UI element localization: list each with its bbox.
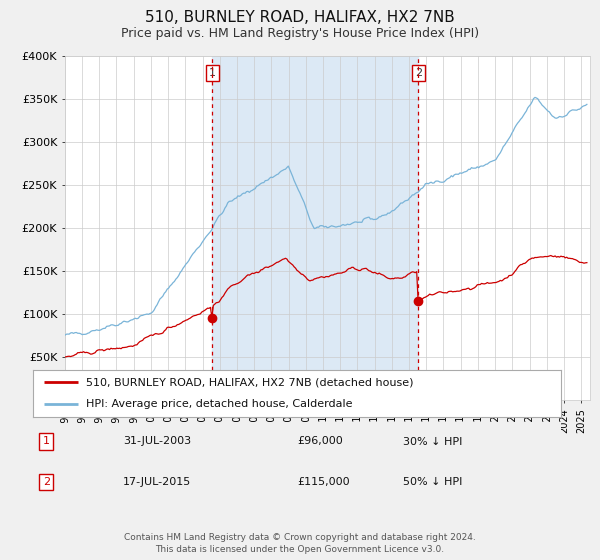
Text: Price paid vs. HM Land Registry's House Price Index (HPI): Price paid vs. HM Land Registry's House …	[121, 27, 479, 40]
Text: £96,000: £96,000	[297, 436, 343, 446]
Text: 510, BURNLEY ROAD, HALIFAX, HX2 7NB (detached house): 510, BURNLEY ROAD, HALIFAX, HX2 7NB (det…	[86, 377, 413, 388]
Text: 1: 1	[43, 436, 50, 446]
Text: 1: 1	[209, 68, 216, 78]
Text: HPI: Average price, detached house, Calderdale: HPI: Average price, detached house, Cald…	[86, 399, 352, 409]
Text: 17-JUL-2015: 17-JUL-2015	[123, 477, 191, 487]
Text: £115,000: £115,000	[297, 477, 350, 487]
Text: 31-JUL-2003: 31-JUL-2003	[123, 436, 191, 446]
Text: Contains HM Land Registry data © Crown copyright and database right 2024.
This d: Contains HM Land Registry data © Crown c…	[124, 533, 476, 554]
Text: 30% ↓ HPI: 30% ↓ HPI	[403, 436, 462, 446]
Bar	[212, 56, 418, 400]
Text: 2: 2	[415, 68, 422, 78]
Text: 510, BURNLEY ROAD, HALIFAX, HX2 7NB: 510, BURNLEY ROAD, HALIFAX, HX2 7NB	[145, 10, 455, 25]
Text: 50% ↓ HPI: 50% ↓ HPI	[403, 477, 462, 487]
Text: 2: 2	[43, 477, 50, 487]
